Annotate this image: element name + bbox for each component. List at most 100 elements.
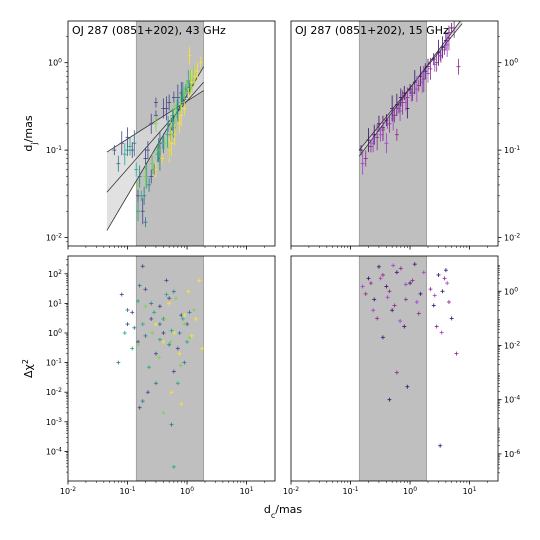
data-point [149, 301, 154, 306]
data-point [122, 331, 127, 336]
data-point [140, 198, 145, 225]
data-point [172, 123, 177, 146]
data-point [366, 276, 371, 281]
fit-line-1 [106, 66, 205, 231]
plot-area [116, 256, 205, 481]
x-tick-label: 10-2 [283, 486, 299, 497]
data-point [166, 115, 171, 132]
data-point [438, 50, 443, 61]
data-point [409, 89, 414, 102]
data-point [182, 101, 187, 116]
data-point [161, 331, 166, 336]
data-point [456, 58, 461, 75]
data-point [143, 164, 148, 189]
data-point [384, 284, 389, 289]
data-point [147, 177, 152, 192]
data-point [403, 94, 408, 111]
x-tick-label: 10-1 [342, 486, 358, 497]
data-point [376, 264, 381, 269]
data-point [387, 289, 392, 294]
data-point [178, 93, 183, 112]
data-point [421, 270, 426, 275]
data-point [168, 339, 173, 344]
data-point [420, 71, 425, 94]
y-tick-label: 100 [48, 57, 62, 68]
series-3 [122, 292, 190, 469]
data-point [440, 36, 445, 59]
data-point [186, 88, 191, 99]
y-tick-label: 100 [504, 286, 518, 297]
data-point [360, 152, 365, 175]
x-tick-label: 100 [180, 486, 194, 497]
data-point [165, 121, 170, 148]
y-tick-label: 10-2 [46, 232, 62, 243]
y-tick-label: 10-1 [504, 145, 520, 156]
data-point [122, 143, 127, 166]
data-point [192, 66, 197, 87]
data-point [143, 287, 148, 292]
data-point [440, 289, 445, 294]
data-point [136, 179, 141, 190]
data-point [153, 381, 158, 386]
data-point [185, 80, 190, 91]
data-point [398, 88, 403, 107]
data-point [130, 142, 135, 159]
data-point [368, 281, 373, 286]
data-point [149, 316, 154, 321]
data-point [438, 443, 443, 448]
data-point [182, 86, 187, 101]
data-point [160, 152, 165, 165]
data-point [177, 331, 182, 336]
data-point [175, 346, 180, 351]
data-point [171, 91, 176, 104]
data-point [425, 64, 430, 83]
y-tick-label: 10-1 [46, 145, 62, 156]
data-point [412, 70, 417, 95]
x-tick-label: 101 [240, 486, 254, 497]
data-point [164, 96, 169, 121]
data-point [405, 384, 410, 389]
data-point [171, 289, 176, 294]
data-point [173, 296, 178, 301]
series-3 [360, 263, 450, 335]
data-point [182, 360, 187, 365]
data-point [137, 283, 142, 288]
data-point [391, 263, 396, 268]
y-tick-label: 10-2 [46, 387, 62, 398]
data-point [186, 289, 191, 294]
data-point [136, 342, 141, 347]
data-point [403, 282, 408, 287]
data-point [167, 94, 172, 111]
data-point [410, 278, 415, 283]
data-point [193, 316, 198, 321]
data-point [385, 118, 390, 129]
data-point [116, 360, 121, 365]
data-point [125, 307, 130, 312]
data-point [182, 322, 187, 327]
data-point [164, 278, 169, 283]
series-5 [153, 46, 203, 178]
panel-3: 10-4 10-3 10-2 10-1 100 101 102 10-2 10-1 100 101 Δ… [21, 255, 303, 520]
data-point [161, 339, 166, 344]
data-point [169, 130, 174, 157]
data-point [169, 422, 174, 427]
data-point [112, 145, 117, 156]
series-4 [136, 296, 196, 415]
data-point [139, 190, 144, 201]
series-5 [153, 278, 205, 406]
data-point [360, 284, 365, 289]
data-point [390, 308, 395, 313]
data-point [152, 310, 157, 315]
data-point [408, 281, 413, 286]
data-point [116, 155, 121, 172]
data-point [394, 93, 399, 116]
x-axis-label: dc/mas [264, 503, 303, 520]
plot-area [358, 256, 459, 481]
panel-2: 10-2 10-1 100 OJ 287 (0851+202), 15 GHz [290, 20, 520, 250]
fit-line-2 [358, 23, 463, 151]
data-point [446, 300, 451, 305]
data-point [157, 355, 162, 360]
data-point [191, 307, 196, 312]
y-tick-label: 10-2 [504, 232, 520, 243]
